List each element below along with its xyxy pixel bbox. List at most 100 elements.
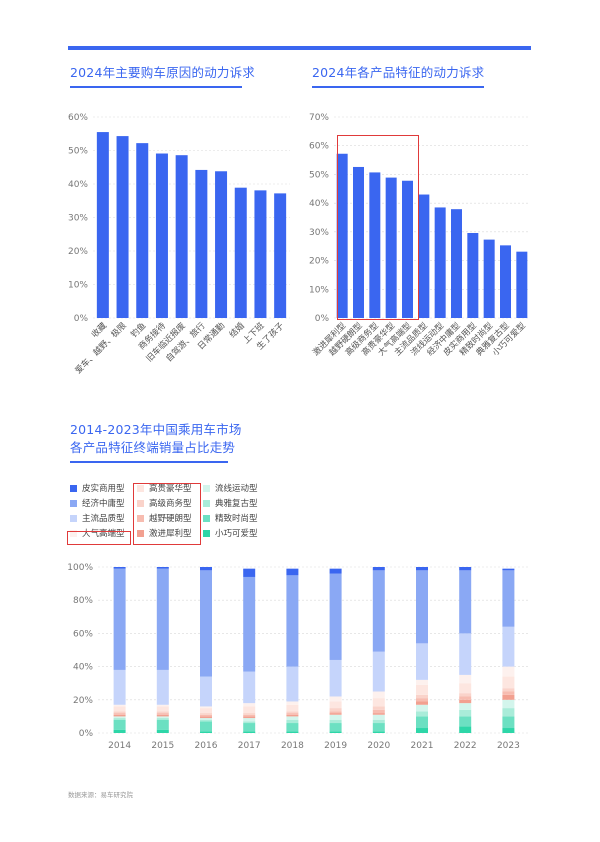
chart3-bar-segment [113,568,126,670]
chart3-bar-segment [459,633,472,675]
chart3-bar-segment [329,723,342,732]
chart3-bar-segment [416,684,428,695]
chart2-title-underline [312,86,484,88]
chart3-ytick-label: 0% [79,729,94,739]
chart1-bar [215,171,228,318]
chart2-bar [516,251,528,318]
chart3-category-label: 2015 [151,741,174,751]
chart1-bar [155,153,168,318]
chart3-bar-segment [286,719,299,724]
chart3-bar-segment [200,718,212,720]
chart1-title-underline [70,86,242,88]
chart3-bar-segment [113,729,126,733]
chart3-bar-segment [113,714,126,717]
chart3-bar-segment [459,693,472,697]
chart3-bar-segment [113,711,126,714]
legend-item: 流线运动型 [203,482,258,494]
chart3-bar-segment [372,723,385,732]
chart3-bar-segment [156,711,169,714]
legend-swatch [70,514,77,522]
chart3-bar-segment [329,713,342,715]
chart3-ytick-label: 20% [73,696,93,706]
legend-label: 典雅复古型 [215,499,258,509]
chart3-bar-segment [459,703,472,710]
chart3-bar-segment [243,671,256,704]
chart3-bar-segment [459,716,472,727]
chart3-bar-segment [156,718,169,720]
chart3-bar-segment [286,723,299,732]
chart2-ytick-label: 30% [309,228,329,238]
chart3-bar-segment [243,576,256,672]
legend-label: 激进犀利型 [149,529,192,539]
data-source: 数据来源：易车研究院 [68,791,133,799]
chart3-category-label: 2017 [238,741,261,751]
chart1-bar [175,155,188,318]
chart3-bar-segment [243,713,256,715]
chart3-category-label: 2014 [108,741,131,751]
chart3-bar-segment [502,626,515,667]
chart1-ytick-label: 20% [68,247,88,257]
chart3-bar-segment [286,714,299,717]
chart3-bar-segment [329,714,342,720]
chart3-category-label: 2022 [454,741,477,751]
chart3-bar-segment [156,719,169,730]
chart3-bar-segment [416,728,428,733]
chart3-ytick-label: 100% [67,563,93,573]
chart1-bar [96,132,109,318]
chart3-category-label: 2016 [195,741,218,751]
chart1-title: 2024年主要购车原因的动力诉求 [70,65,256,80]
chart2-title: 2024年各产品特征的动力诉求 [312,65,485,80]
chart2-bar [336,153,348,318]
chart3-bar-segment [502,699,515,709]
chart2-bar [418,194,430,318]
chart3-bar-segment [329,719,342,724]
chart3-category-label: 2020 [367,741,390,751]
chart1-bar [254,190,267,318]
chart3-bar-segment [416,679,428,685]
chart3-bar-segment [372,691,385,699]
chart3-bar-segment [113,713,126,715]
chart3-bar-segment [329,711,342,714]
chart3-ytick-label: 80% [73,596,93,606]
legend-label: 经济中庸型 [82,499,125,509]
chart3-bar-segment [243,703,256,707]
chart1-ytick-label: 30% [68,214,88,224]
chart3-bar-segment [502,688,515,692]
chart3-bar-segment [502,716,515,729]
legend-swatch [70,484,77,492]
chart3-bar-segment [243,706,256,714]
chart3-bar-segment [156,716,169,719]
chart1-ytick-label: 0% [74,314,89,324]
chart3-bar-segment [156,713,169,715]
chart1-ytick-label: 40% [68,180,88,190]
chart3-bar-segment [243,731,256,733]
chart3-bar-segment [156,729,169,733]
chart3-bar-segment [329,696,342,702]
chart3-bar-segment [286,731,299,733]
chart3-category-label: 2019 [324,741,347,751]
chart3-ytick-label: 40% [73,663,93,673]
chart3-bar-segment [459,696,472,700]
chart3-title-line2: 各产品特征终端销量占比走势 [70,440,236,455]
chart3-bar-segment [329,568,342,574]
legend-swatch [203,514,210,522]
chart3-bar-segment [113,704,126,707]
chart3-bar-segment [372,698,385,707]
chart3-bar-segment [372,706,385,710]
legend-item: 高贵豪华型 [137,482,192,494]
legend-label: 高级商务型 [149,499,192,509]
chart3-bar-segment [200,719,212,722]
chart1-bar [274,193,287,318]
chart2-bar [434,207,446,318]
chart3-bar-segment [200,714,212,717]
chart3-bar-segment [200,716,212,719]
chart3-bar-segment [416,570,428,644]
chart3-bar-segment [459,709,472,717]
chart2-ytick-label: 70% [309,113,329,123]
chart3-bar-segment [200,676,212,707]
chart3-bar-segment [416,701,428,705]
chart2-ytick-label: 10% [309,285,329,295]
chart3-bar-segment [459,726,472,733]
chart3-bar-segment [156,706,169,712]
